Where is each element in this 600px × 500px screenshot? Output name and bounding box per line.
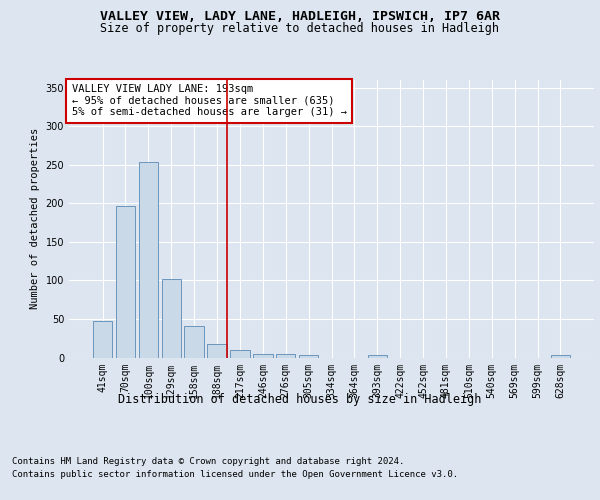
Text: VALLEY VIEW LADY LANE: 193sqm
← 95% of detached houses are smaller (635)
5% of s: VALLEY VIEW LADY LANE: 193sqm ← 95% of d… [71,84,347,117]
Bar [93,322,112,358]
Text: Contains HM Land Registry data © Crown copyright and database right 2024.: Contains HM Land Registry data © Crown c… [12,458,404,466]
Text: VALLEY VIEW, LADY LANE, HADLEIGH, IPSWICH, IP7 6AR: VALLEY VIEW, LADY LANE, HADLEIGH, IPSWIC… [100,10,500,23]
Text: Distribution of detached houses by size in Hadleigh: Distribution of detached houses by size … [118,392,482,406]
Bar [184,326,204,358]
Bar [276,354,295,358]
Bar [253,354,272,358]
Bar [161,279,181,357]
Text: Size of property relative to detached houses in Hadleigh: Size of property relative to detached ho… [101,22,499,35]
Bar [551,355,570,358]
Bar [368,355,387,358]
Bar [208,344,227,357]
Bar [116,206,135,358]
Bar [139,162,158,358]
Bar [299,355,319,358]
Y-axis label: Number of detached properties: Number of detached properties [30,128,40,310]
Bar [230,350,250,358]
Text: Contains public sector information licensed under the Open Government Licence v3: Contains public sector information licen… [12,470,458,479]
